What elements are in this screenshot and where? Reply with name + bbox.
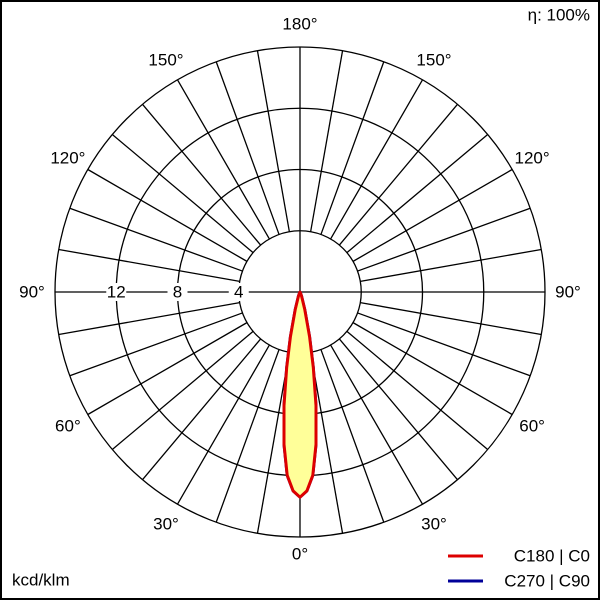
- spoke: [309, 50, 344, 232]
- spoke: [320, 61, 385, 235]
- label-bg: [414, 49, 454, 70]
- label-bg: [47, 148, 88, 168]
- spoke: [69, 207, 243, 272]
- efficiency: η: 100%: [528, 5, 590, 24]
- spoke: [357, 207, 531, 272]
- spoke: [87, 322, 248, 416]
- spoke: [176, 344, 270, 505]
- spoke: [346, 330, 489, 450]
- spoke: [69, 312, 243, 377]
- spoke: [352, 322, 513, 416]
- spoke: [330, 344, 424, 505]
- spoke: [346, 134, 489, 254]
- spoke: [142, 338, 262, 481]
- beam-curve: [282, 290, 318, 499]
- label-bg: [512, 416, 553, 436]
- spoke: [338, 103, 458, 246]
- spoke: [352, 168, 513, 262]
- angle-label: 150°: [416, 50, 451, 69]
- spoke: [338, 338, 458, 481]
- r-tick-label: 4: [234, 282, 243, 301]
- angle-label: 180°: [282, 14, 317, 33]
- label-bg: [106, 283, 127, 301]
- spoke: [87, 168, 248, 262]
- spoke: [256, 352, 291, 534]
- angle-label: 120°: [50, 148, 85, 167]
- unit-label: kcd/klm: [12, 570, 70, 589]
- label-bg: [280, 544, 320, 564]
- label-bg: [47, 416, 88, 436]
- label-bg: [228, 283, 249, 301]
- spoke: [357, 312, 531, 377]
- spoke: [58, 301, 240, 336]
- label-bg: [146, 514, 186, 535]
- label-bg: [512, 148, 553, 168]
- spoke: [142, 103, 262, 246]
- spoke: [320, 349, 385, 523]
- spoke: [360, 301, 542, 336]
- r-tick-label: 12: [107, 282, 126, 301]
- angle-label: 0°: [292, 544, 308, 563]
- spoke: [111, 134, 254, 254]
- spoke: [215, 349, 280, 523]
- spoke: [58, 248, 240, 283]
- spoke: [256, 50, 291, 232]
- spoke: [176, 79, 270, 240]
- spoke: [360, 248, 542, 283]
- angle-label: 30°: [153, 515, 179, 534]
- angle-label: 120°: [515, 148, 550, 167]
- label-bg: [548, 282, 588, 302]
- spoke: [215, 61, 280, 235]
- label-bg: [167, 283, 188, 301]
- angle-label: 60°: [55, 416, 81, 435]
- angle-label: 30°: [421, 515, 447, 534]
- label-bg: [280, 14, 320, 34]
- angle-label: 90°: [19, 282, 45, 301]
- label-bg: [414, 514, 454, 535]
- legend-label: C180 | C0: [514, 546, 590, 565]
- angle-label: 60°: [519, 416, 545, 435]
- r-tick-label: 8: [173, 282, 182, 301]
- spoke: [309, 352, 344, 534]
- spoke: [330, 79, 424, 240]
- beam-fill: [284, 292, 316, 498]
- angle-label: 150°: [148, 50, 183, 69]
- label-bg: [12, 282, 52, 302]
- legend-label: C270 | C90: [504, 571, 590, 590]
- spoke: [111, 330, 254, 450]
- angle-label: 90°: [555, 282, 581, 301]
- label-bg: [146, 49, 186, 70]
